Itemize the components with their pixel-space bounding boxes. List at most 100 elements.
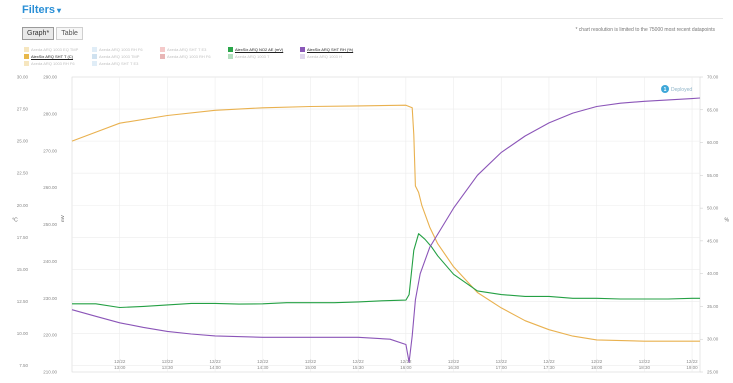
y-tick-label: 30.00 [707, 337, 719, 342]
legend-swatch [24, 54, 29, 59]
annotation-marker [661, 85, 670, 93]
legend-swatch [92, 61, 97, 66]
x-tick-label-time: 15:00 [305, 365, 317, 370]
legend-item[interactable]: Axeda ARQ 1003 RH F6 [24, 61, 75, 66]
tab-graph[interactable]: Graph* [22, 27, 55, 40]
x-tick-label-time: 14:00 [209, 365, 221, 370]
y-tick-label: 250.00 [43, 222, 57, 227]
y-tick-label: 35.00 [707, 304, 719, 309]
legend-label: Axeda ARQ 1003 H [307, 54, 342, 59]
y-tick-label: 40.00 [707, 271, 719, 276]
x-tick-label-time: 15:30 [353, 365, 365, 370]
y-tick-label: 55.00 [707, 173, 719, 178]
legend-label: Axeda ARQ 1003 T [235, 54, 270, 59]
x-tick-label-date: 12/22 [639, 359, 651, 364]
y-axis-title-left: °C [12, 218, 18, 224]
tab-table[interactable]: Table [56, 27, 83, 40]
x-tick-label-time: 19:00 [686, 365, 698, 370]
x-tick-label-time: 17:00 [496, 365, 508, 370]
y-tick-label: 220.00 [43, 333, 57, 338]
legend-label: Axeda ARQ 1003 RH F6 [167, 54, 211, 59]
legend-label: Axeda ARQ SHT T E3 [167, 47, 207, 52]
y-tick-label: 240.00 [43, 259, 57, 264]
y-tick-label: 230.00 [43, 296, 57, 301]
view-tabs: Graph* Table [22, 27, 83, 40]
plot-area [71, 76, 701, 373]
x-tick-label-date: 12/22 [257, 359, 269, 364]
legend-swatch [160, 47, 165, 52]
y-tick-label: 290.00 [43, 75, 57, 80]
legend-item[interactable]: Axeda ARQ 1003 RH F6 [92, 47, 143, 52]
y-tick-label: 17.50 [17, 235, 29, 240]
legend-label: Axeda ARQ SHT T E3 [99, 61, 139, 66]
x-tick-label-date: 12/22 [496, 359, 508, 364]
legend-label: Axeda ARQ 1003 EQ TMP [31, 47, 79, 52]
legend-swatch [24, 61, 29, 66]
legend-swatch [24, 47, 29, 52]
y-tick-label: 27.50 [17, 107, 29, 112]
y-tick-label: 210.00 [43, 370, 57, 375]
annotation-label: Deployed [671, 87, 692, 93]
legend-item[interactable]: Axeda ARQ 1003 T [228, 54, 269, 59]
x-tick-label-time: 13:30 [162, 365, 174, 370]
legend-item[interactable]: Axeda ARQ 1003 RH F6 [160, 54, 211, 59]
x-tick-label-date: 12/22 [448, 359, 460, 364]
y-tick-label: 25.00 [17, 139, 29, 144]
x-tick-label-time: 17:30 [543, 365, 555, 370]
y-tick-label: 45.00 [707, 238, 719, 243]
y-tick-label: 15.00 [17, 267, 29, 272]
legend-label: AlexSix ARQ NO2 AE (mV) [235, 47, 284, 52]
legend-swatch [300, 54, 305, 59]
x-tick-label-date: 12/22 [591, 359, 603, 364]
legend-item[interactable]: AlexSix ARQ SHT RH (%) [300, 47, 353, 52]
legend-swatch [228, 54, 233, 59]
x-tick-label-date: 12/22 [543, 359, 555, 364]
legend-label: AlexSix ARQ SHT RH (%) [307, 47, 354, 52]
filters-toggle[interactable]: Filters ▾ [22, 4, 61, 16]
legend-label: Axeda ARQ 1003 TMP [99, 54, 140, 59]
x-tick-label-date: 12/22 [305, 359, 317, 364]
legend-item[interactable]: Axeda ARQ SHT T E3 [92, 61, 138, 66]
legend-label: Axeda ARQ 1003 RH F6 [31, 61, 75, 66]
x-tick-label-date: 12/22 [114, 359, 126, 364]
y-tick-label: 270.00 [43, 148, 57, 153]
x-tick-label-time: 13:00 [114, 365, 126, 370]
y-tick-label: 22.50 [17, 171, 29, 176]
legend-item[interactable]: AlexSix ARQ SHT T (C) [24, 54, 73, 59]
y-tick-label: 25.00 [707, 370, 719, 375]
legend-item[interactable]: AlexSix ARQ NO2 AE (mV) [228, 47, 283, 52]
legend-item[interactable]: Axeda ARQ 1003 EQ TMP [24, 47, 78, 52]
y-tick-label: 7.50 [19, 363, 28, 368]
annotation-number: 1 [664, 87, 667, 93]
x-tick-label-date: 12/22 [353, 359, 365, 364]
x-tick-label-time: 18:30 [639, 365, 651, 370]
resolution-note: * chart resolution is limited to the 750… [575, 27, 715, 33]
legend-item[interactable]: Axeda ARQ SHT T E3 [160, 47, 206, 52]
chevron-down-icon: ▾ [57, 6, 62, 15]
legend-item[interactable]: Axeda ARQ 1003 H [300, 54, 342, 59]
filters-label: Filters [22, 4, 56, 16]
y-tick-label: 20.00 [17, 203, 29, 208]
y-tick-label: 70.00 [707, 75, 719, 80]
y-axis-title-mid: mV [60, 215, 65, 222]
x-tick-label-date: 12/22 [162, 359, 174, 364]
x-tick-label-time: 16:30 [448, 365, 460, 370]
legend-swatch [160, 54, 165, 59]
legend-item[interactable]: Axeda ARQ 1003 TMP [92, 54, 139, 59]
y-tick-label: 10.00 [17, 331, 29, 336]
series-line [72, 233, 700, 309]
x-tick-label-date: 12/22 [686, 359, 698, 364]
legend-label: AlexSix ARQ SHT T (C) [31, 54, 74, 59]
legend-swatch [92, 47, 97, 52]
x-tick-label-date: 12/22 [209, 359, 221, 364]
header-divider [22, 18, 723, 19]
series-line [71, 97, 701, 363]
series-line [71, 104, 700, 342]
x-tick-label-time: 18:00 [591, 365, 603, 370]
y-tick-label: 260.00 [43, 185, 57, 190]
y-tick-label: 30.00 [17, 75, 29, 80]
legend-label: Axeda ARQ 1003 RH F6 [99, 47, 143, 52]
legend-swatch [92, 54, 97, 59]
x-tick-label-date: 12/22 [400, 359, 412, 364]
